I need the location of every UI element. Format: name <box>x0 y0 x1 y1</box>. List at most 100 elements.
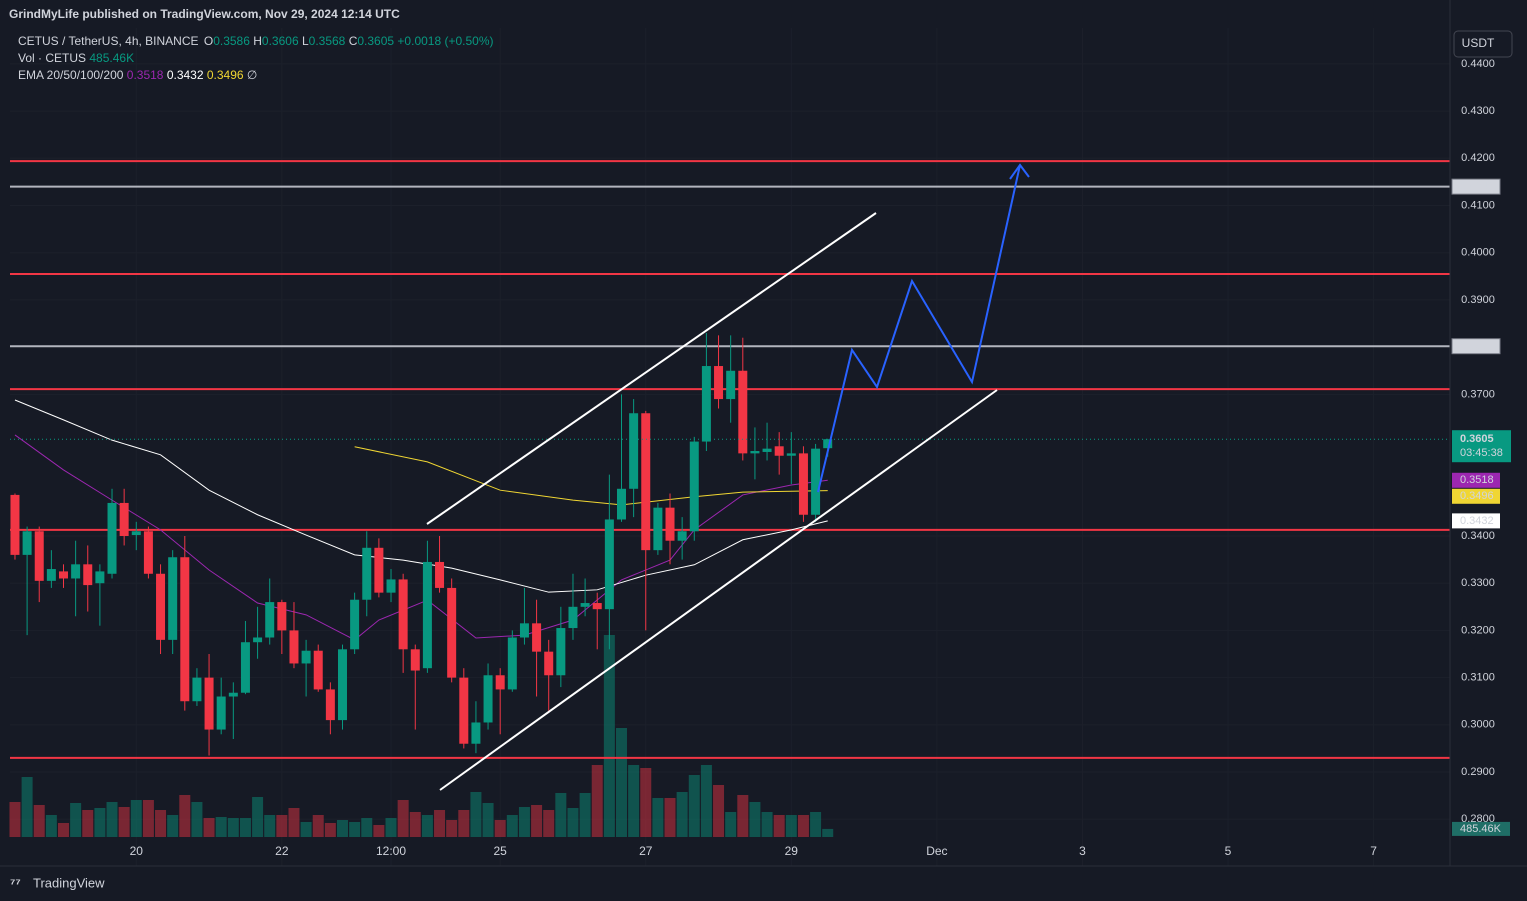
volume-bar <box>264 815 276 837</box>
ema-title: EMA 20/50/100/200 <box>18 68 124 82</box>
candle-body <box>811 448 821 515</box>
candle-body <box>738 370 748 454</box>
candle-body <box>483 675 493 723</box>
candle-body <box>774 446 784 456</box>
x-tick-label: 20 <box>130 844 144 858</box>
volume-title: Vol · CETUS <box>18 51 86 65</box>
ema-line <box>354 446 828 506</box>
volume-bar <box>591 765 603 837</box>
volume-value: 485.46K <box>89 51 134 65</box>
y-tick-label: 0.2900 <box>1461 766 1495 778</box>
ema-empty: ∅ <box>247 68 257 82</box>
candle-body <box>714 366 724 400</box>
volume-bar <box>70 803 82 837</box>
legend-volume: Vol · CETUS 485.46K <box>18 51 134 65</box>
volume-bar <box>239 818 251 837</box>
ema-badge-label: 0.3496 <box>1460 490 1494 502</box>
ema-badge <box>1452 513 1500 529</box>
y-tick-label: 0.3900 <box>1461 294 1495 306</box>
volume-bar <box>555 793 567 837</box>
candle-body <box>604 519 614 610</box>
candle-body <box>677 531 687 541</box>
candle-body <box>337 649 347 721</box>
volume-bar <box>615 728 627 837</box>
candle-body <box>374 547 384 593</box>
ohlc-value: 0.3568 <box>309 34 346 48</box>
y-tick-label: 0.4100 <box>1461 199 1495 211</box>
volume-bar <box>579 793 591 837</box>
ohlc-letter: H <box>253 34 262 48</box>
candle-body <box>289 630 299 664</box>
candle-body <box>313 650 323 690</box>
price-badge <box>1452 430 1511 463</box>
volume-bar <box>494 820 506 837</box>
volume-bar <box>179 795 191 837</box>
y-tick-label: 0.3300 <box>1461 577 1495 589</box>
candle-body <box>46 569 56 581</box>
volume-bar <box>640 768 652 837</box>
x-tick-label: 7 <box>1370 844 1377 858</box>
volume-bar <box>688 775 700 837</box>
candle-body <box>131 531 141 536</box>
badges: 0.3605 03:45:38 0.3518 0.3432 0.3496 0.4140 0.… <box>1451 178 1511 836</box>
symbol: CETUS / TetherUS, 4h, BINANCE <box>18 34 199 48</box>
candles <box>10 332 1450 756</box>
volume-bar <box>409 812 421 837</box>
volume-bar <box>142 800 154 837</box>
candle-body <box>447 587 457 678</box>
volume-bar <box>155 810 167 837</box>
x-tick-label: 29 <box>785 844 799 858</box>
candle-body <box>168 557 178 640</box>
volume-bar <box>252 797 264 837</box>
y-tick-label: 0.3700 <box>1461 388 1495 400</box>
ohlc-value: 0.3586 <box>213 34 250 48</box>
volume-bar <box>227 818 239 837</box>
volume-bar <box>725 812 737 837</box>
volume-bar <box>446 820 458 837</box>
volume-badge <box>1452 821 1510 836</box>
candle-body <box>325 689 335 721</box>
candle-body <box>435 561 445 588</box>
change: +0.0018 (+0.50%) <box>397 34 493 48</box>
volume-bar <box>21 777 33 837</box>
x-tick-label: 22 <box>275 844 289 858</box>
volume-bar <box>118 807 130 837</box>
candle-body <box>180 557 190 702</box>
volume-bar <box>458 810 470 837</box>
volume-bar <box>94 808 106 837</box>
volume-bar <box>276 815 288 837</box>
ema-value: 0.3518 <box>127 68 164 82</box>
candle-body <box>701 366 711 442</box>
legend-price: CETUS / TetherUS, 4h, BINANCE O0.3586 H0… <box>18 34 494 48</box>
volume-bar <box>106 802 118 837</box>
candle-body <box>204 677 214 730</box>
currency-label[interactable]: USDT <box>1462 36 1495 50</box>
y-tick-label: 0.4400 <box>1461 58 1495 70</box>
volume-bar <box>349 822 361 837</box>
brand: TradingView <box>33 875 105 890</box>
currency-button[interactable] <box>1453 30 1513 58</box>
volume-bar <box>397 800 409 837</box>
ohlc-value: 0.3605 <box>357 34 394 48</box>
candle-body <box>544 651 554 676</box>
volume-bar <box>470 792 482 837</box>
ohlc-letter: L <box>302 34 309 48</box>
candle-body <box>568 606 578 629</box>
candle-body <box>362 547 372 600</box>
candle-body <box>629 413 639 489</box>
candle-body <box>556 628 566 676</box>
candle-body <box>507 637 517 690</box>
volume-bar <box>506 815 518 837</box>
candle-body <box>471 722 481 744</box>
volume-bar <box>45 815 57 837</box>
y-tick-label: 0.4200 <box>1461 152 1495 164</box>
x-tick-label: 27 <box>639 844 653 858</box>
volume-bar <box>664 798 676 837</box>
volume-bar <box>822 828 834 837</box>
volume-bar <box>482 803 494 837</box>
volume-bar <box>312 815 324 837</box>
candle-body <box>216 696 226 730</box>
footer <box>0 867 1527 901</box>
